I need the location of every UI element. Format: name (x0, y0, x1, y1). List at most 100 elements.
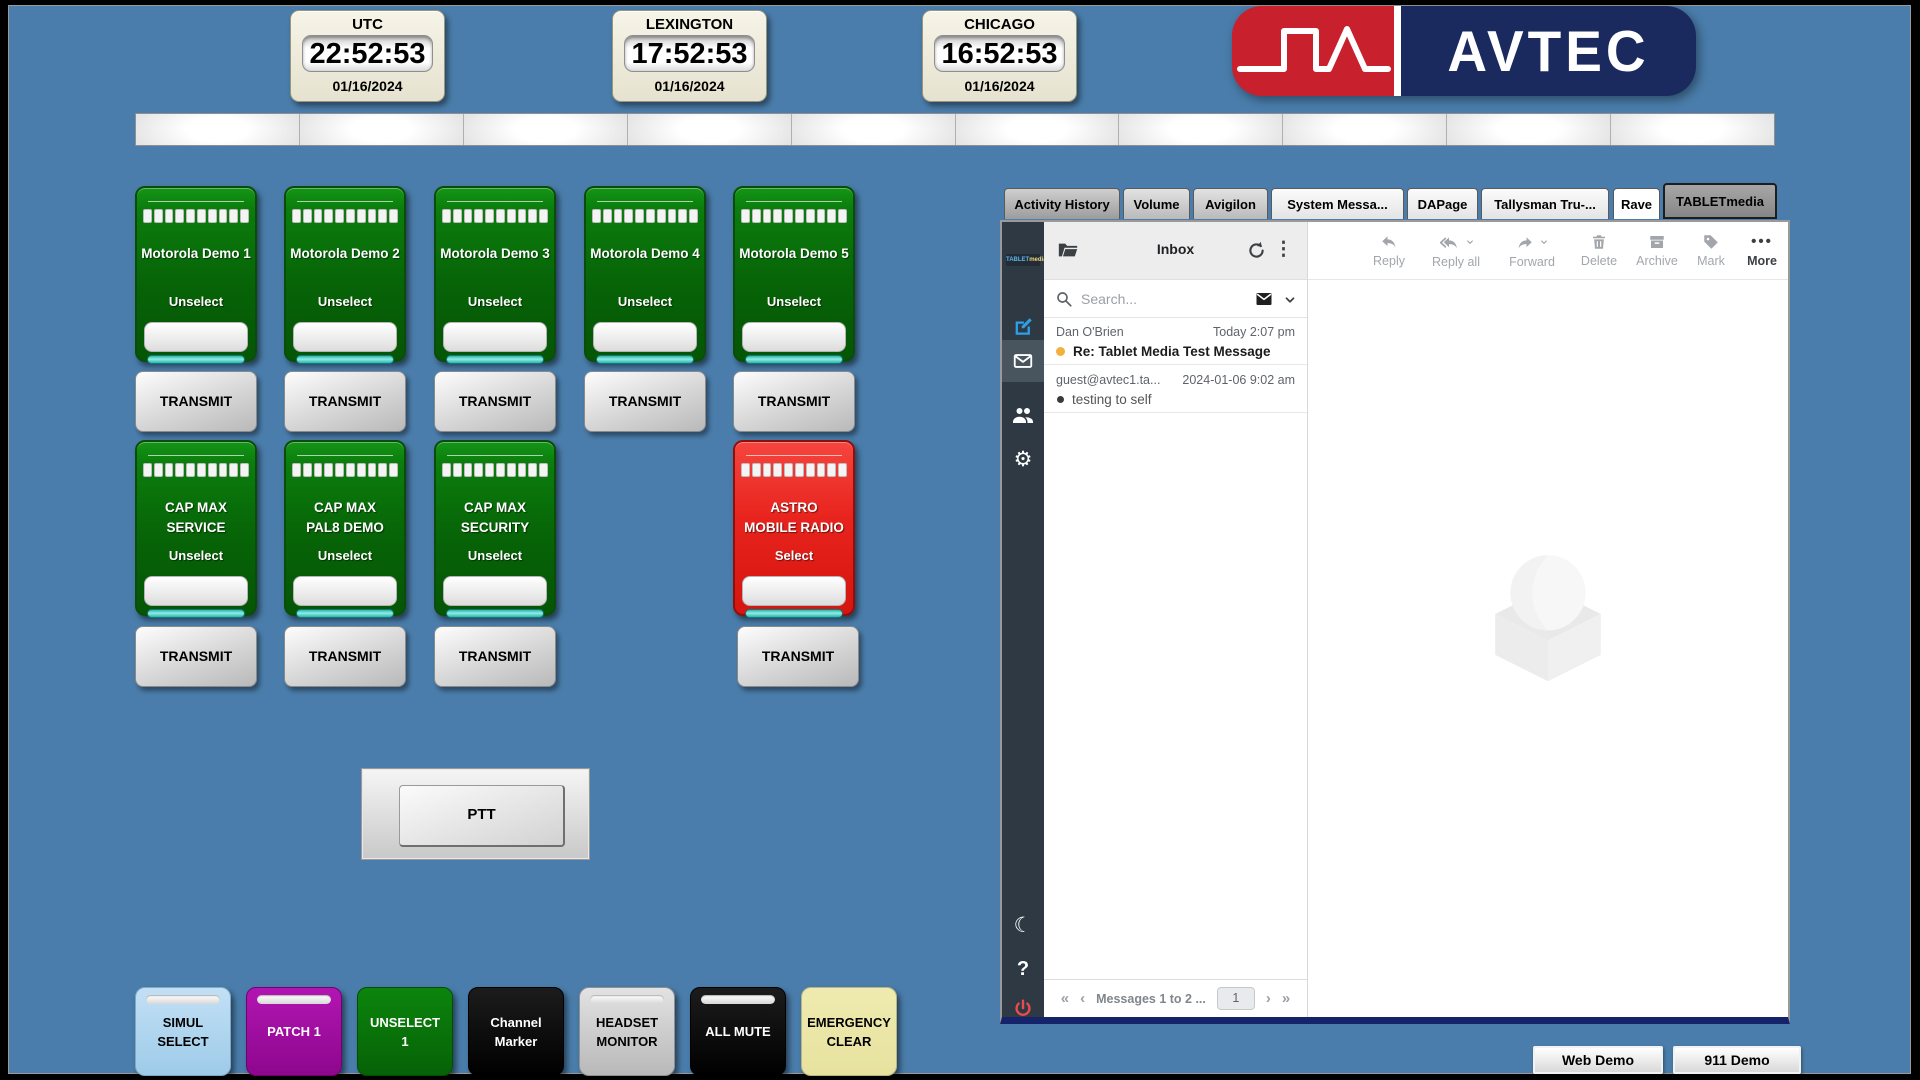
logout-button[interactable] (1002, 988, 1044, 1030)
first-page-button[interactable]: « (1060, 990, 1070, 1007)
search-dropdown-caret[interactable] (1283, 293, 1297, 312)
transmit-button-4[interactable]: TRANSMIT (584, 371, 706, 432)
all-mute-button[interactable]: ALL MUTE (690, 987, 786, 1076)
blank-strip-cell[interactable] (463, 114, 628, 145)
volume-slider[interactable] (443, 322, 547, 352)
meter-segment (164, 209, 174, 223)
911-demo-button[interactable]: 911 Demo (1673, 1046, 1801, 1074)
channel-motorola-demo-1[interactable]: Motorola Demo 1 Unselect (135, 186, 257, 364)
channel-name: CAP MAX SERVICE (164, 500, 227, 535)
volume-slider[interactable] (742, 322, 846, 352)
message-row-1[interactable]: Dan O'Brien Today 2:07 pm Re: Tablet Medi… (1044, 318, 1307, 365)
tab-tallysman[interactable]: Tallysman Tru-... (1481, 188, 1609, 219)
forward-caret[interactable] (1539, 233, 1549, 251)
tab-system-messages[interactable]: System Messa... (1271, 188, 1404, 219)
blank-strip-cell[interactable] (955, 114, 1120, 145)
search-bar[interactable]: Search... (1044, 280, 1307, 318)
volume-slider[interactable] (742, 576, 846, 606)
blank-strip-cell[interactable] (1283, 114, 1448, 145)
channel-cap-max-service[interactable]: CAP MAX SERVICE Unselect (135, 440, 257, 618)
tab-dapage[interactable]: DAPage (1407, 188, 1478, 219)
patch-1-button[interactable]: PATCH 1 (246, 987, 342, 1076)
reply-button[interactable]: Reply (1360, 233, 1418, 268)
blank-strip-cell[interactable] (1447, 114, 1612, 145)
channel-motorola-demo-3[interactable]: Motorola Demo 3 Unselect (434, 186, 556, 364)
volume-slider[interactable] (293, 576, 397, 606)
unselect-1-button[interactable]: UNSELECT 1 (357, 987, 453, 1076)
message-row-2[interactable]: guest@avtec1.ta... 2024-01-06 9:02 am tes… (1044, 366, 1307, 413)
tab-activity-history[interactable]: Activity History (1004, 188, 1120, 219)
blank-strip-cell[interactable] (1119, 114, 1284, 145)
blank-strip-cell[interactable] (136, 114, 300, 145)
channel-motorola-demo-4[interactable]: Motorola Demo 4 Unselect (584, 186, 706, 364)
channel-motorola-demo-2[interactable]: Motorola Demo 2 Unselect (284, 186, 406, 364)
volume-slider[interactable] (593, 322, 697, 352)
message-sender: guest@avtec1.ta... (1056, 373, 1161, 387)
more-button[interactable]: ••• More (1747, 233, 1777, 268)
mail-filter-icon[interactable] (1255, 291, 1273, 312)
transmit-button-2[interactable]: TRANSMIT (284, 371, 406, 432)
reply-all-caret[interactable] (1465, 233, 1475, 251)
settings-button[interactable]: ⚙ (1002, 438, 1044, 480)
meter-segment (645, 209, 655, 223)
headset-monitor-button[interactable]: HEADSET MONITOR (579, 987, 675, 1076)
meter-segment (592, 209, 601, 223)
prev-page-button[interactable]: ‹ (1080, 990, 1086, 1007)
volume-level-bar (446, 355, 544, 364)
blank-strip-cell[interactable] (791, 114, 956, 145)
transmit-button-7[interactable]: TRANSMIT (284, 626, 406, 687)
help-button[interactable]: ? (1002, 948, 1044, 990)
volume-slider[interactable] (144, 576, 248, 606)
compose-button[interactable] (1002, 306, 1044, 348)
tab-volume[interactable]: Volume (1123, 188, 1190, 219)
channel-astro-mobile-radio[interactable]: ASTRO MOBILE RADIO Select (733, 440, 855, 618)
last-page-button[interactable]: » (1281, 990, 1291, 1007)
folder-icon[interactable] (1057, 239, 1079, 266)
mark-button[interactable]: Mark (1686, 233, 1736, 268)
kebab-menu-button[interactable]: ⋮ (1274, 239, 1293, 260)
contacts-button[interactable] (1002, 394, 1044, 436)
page-number-box[interactable]: 1 (1216, 987, 1255, 1010)
channel-motorola-demo-5[interactable]: Motorola Demo 5 Unselect (733, 186, 855, 364)
meter-segment (207, 463, 217, 477)
archive-button[interactable]: Archive (1628, 233, 1686, 268)
meter-segment (302, 463, 312, 477)
tab-avigilon[interactable]: Avigilon (1193, 188, 1268, 219)
meter-segment (602, 209, 612, 223)
refresh-button[interactable] (1246, 240, 1267, 266)
channel-cap-max-security[interactable]: CAP MAX SECURITY Unselect (434, 440, 556, 618)
avtec-logo-wordmark: AVTEC (1401, 6, 1696, 96)
tab-rave[interactable]: Rave (1613, 188, 1660, 219)
emergency-clear-button[interactable]: EMERGENCY CLEAR (801, 987, 897, 1076)
channel-name: Motorola Demo 1 (141, 246, 251, 261)
ptt-button[interactable]: PTT (399, 785, 565, 847)
blank-strip-cell[interactable] (627, 114, 792, 145)
volume-slider[interactable] (443, 576, 547, 606)
transmit-button-9[interactable]: TRANSMIT (737, 626, 859, 687)
channel-cap-max-pal8-demo[interactable]: CAP MAX PAL8 DEMO Unselect (284, 440, 406, 618)
forward-button[interactable]: Forward (1494, 233, 1570, 269)
delete-button[interactable]: Delete (1570, 233, 1628, 268)
meter-segment (517, 463, 527, 477)
blank-strip-cell[interactable] (1611, 114, 1775, 145)
transmit-button-3[interactable]: TRANSMIT (434, 371, 556, 432)
transmit-button-8[interactable]: TRANSMIT (434, 626, 556, 687)
transmit-button-6[interactable]: TRANSMIT (135, 626, 257, 687)
volume-slider[interactable] (144, 322, 248, 352)
web-demo-button[interactable]: Web Demo (1533, 1046, 1663, 1074)
meter-segment (240, 209, 249, 223)
volume-slider[interactable] (293, 322, 397, 352)
meter-segment (517, 209, 527, 223)
channel-marker-button[interactable]: Channel Marker (468, 987, 564, 1076)
transmit-button-1[interactable]: TRANSMIT (135, 371, 257, 432)
dark-mode-button[interactable]: ☾ (1002, 904, 1044, 946)
simul-select-button[interactable]: SIMUL SELECT (135, 987, 231, 1076)
next-page-button[interactable]: › (1265, 990, 1271, 1007)
reply-all-button[interactable]: Reply all (1418, 233, 1494, 269)
tab-tabletmedia[interactable]: TABLETmedia (1663, 183, 1777, 219)
meter-segment (218, 463, 228, 477)
mail-nav-button[interactable] (1002, 340, 1044, 382)
transmit-button-5[interactable]: TRANSMIT (733, 371, 855, 432)
meter-segment (153, 209, 163, 223)
blank-strip-cell[interactable] (299, 114, 464, 145)
